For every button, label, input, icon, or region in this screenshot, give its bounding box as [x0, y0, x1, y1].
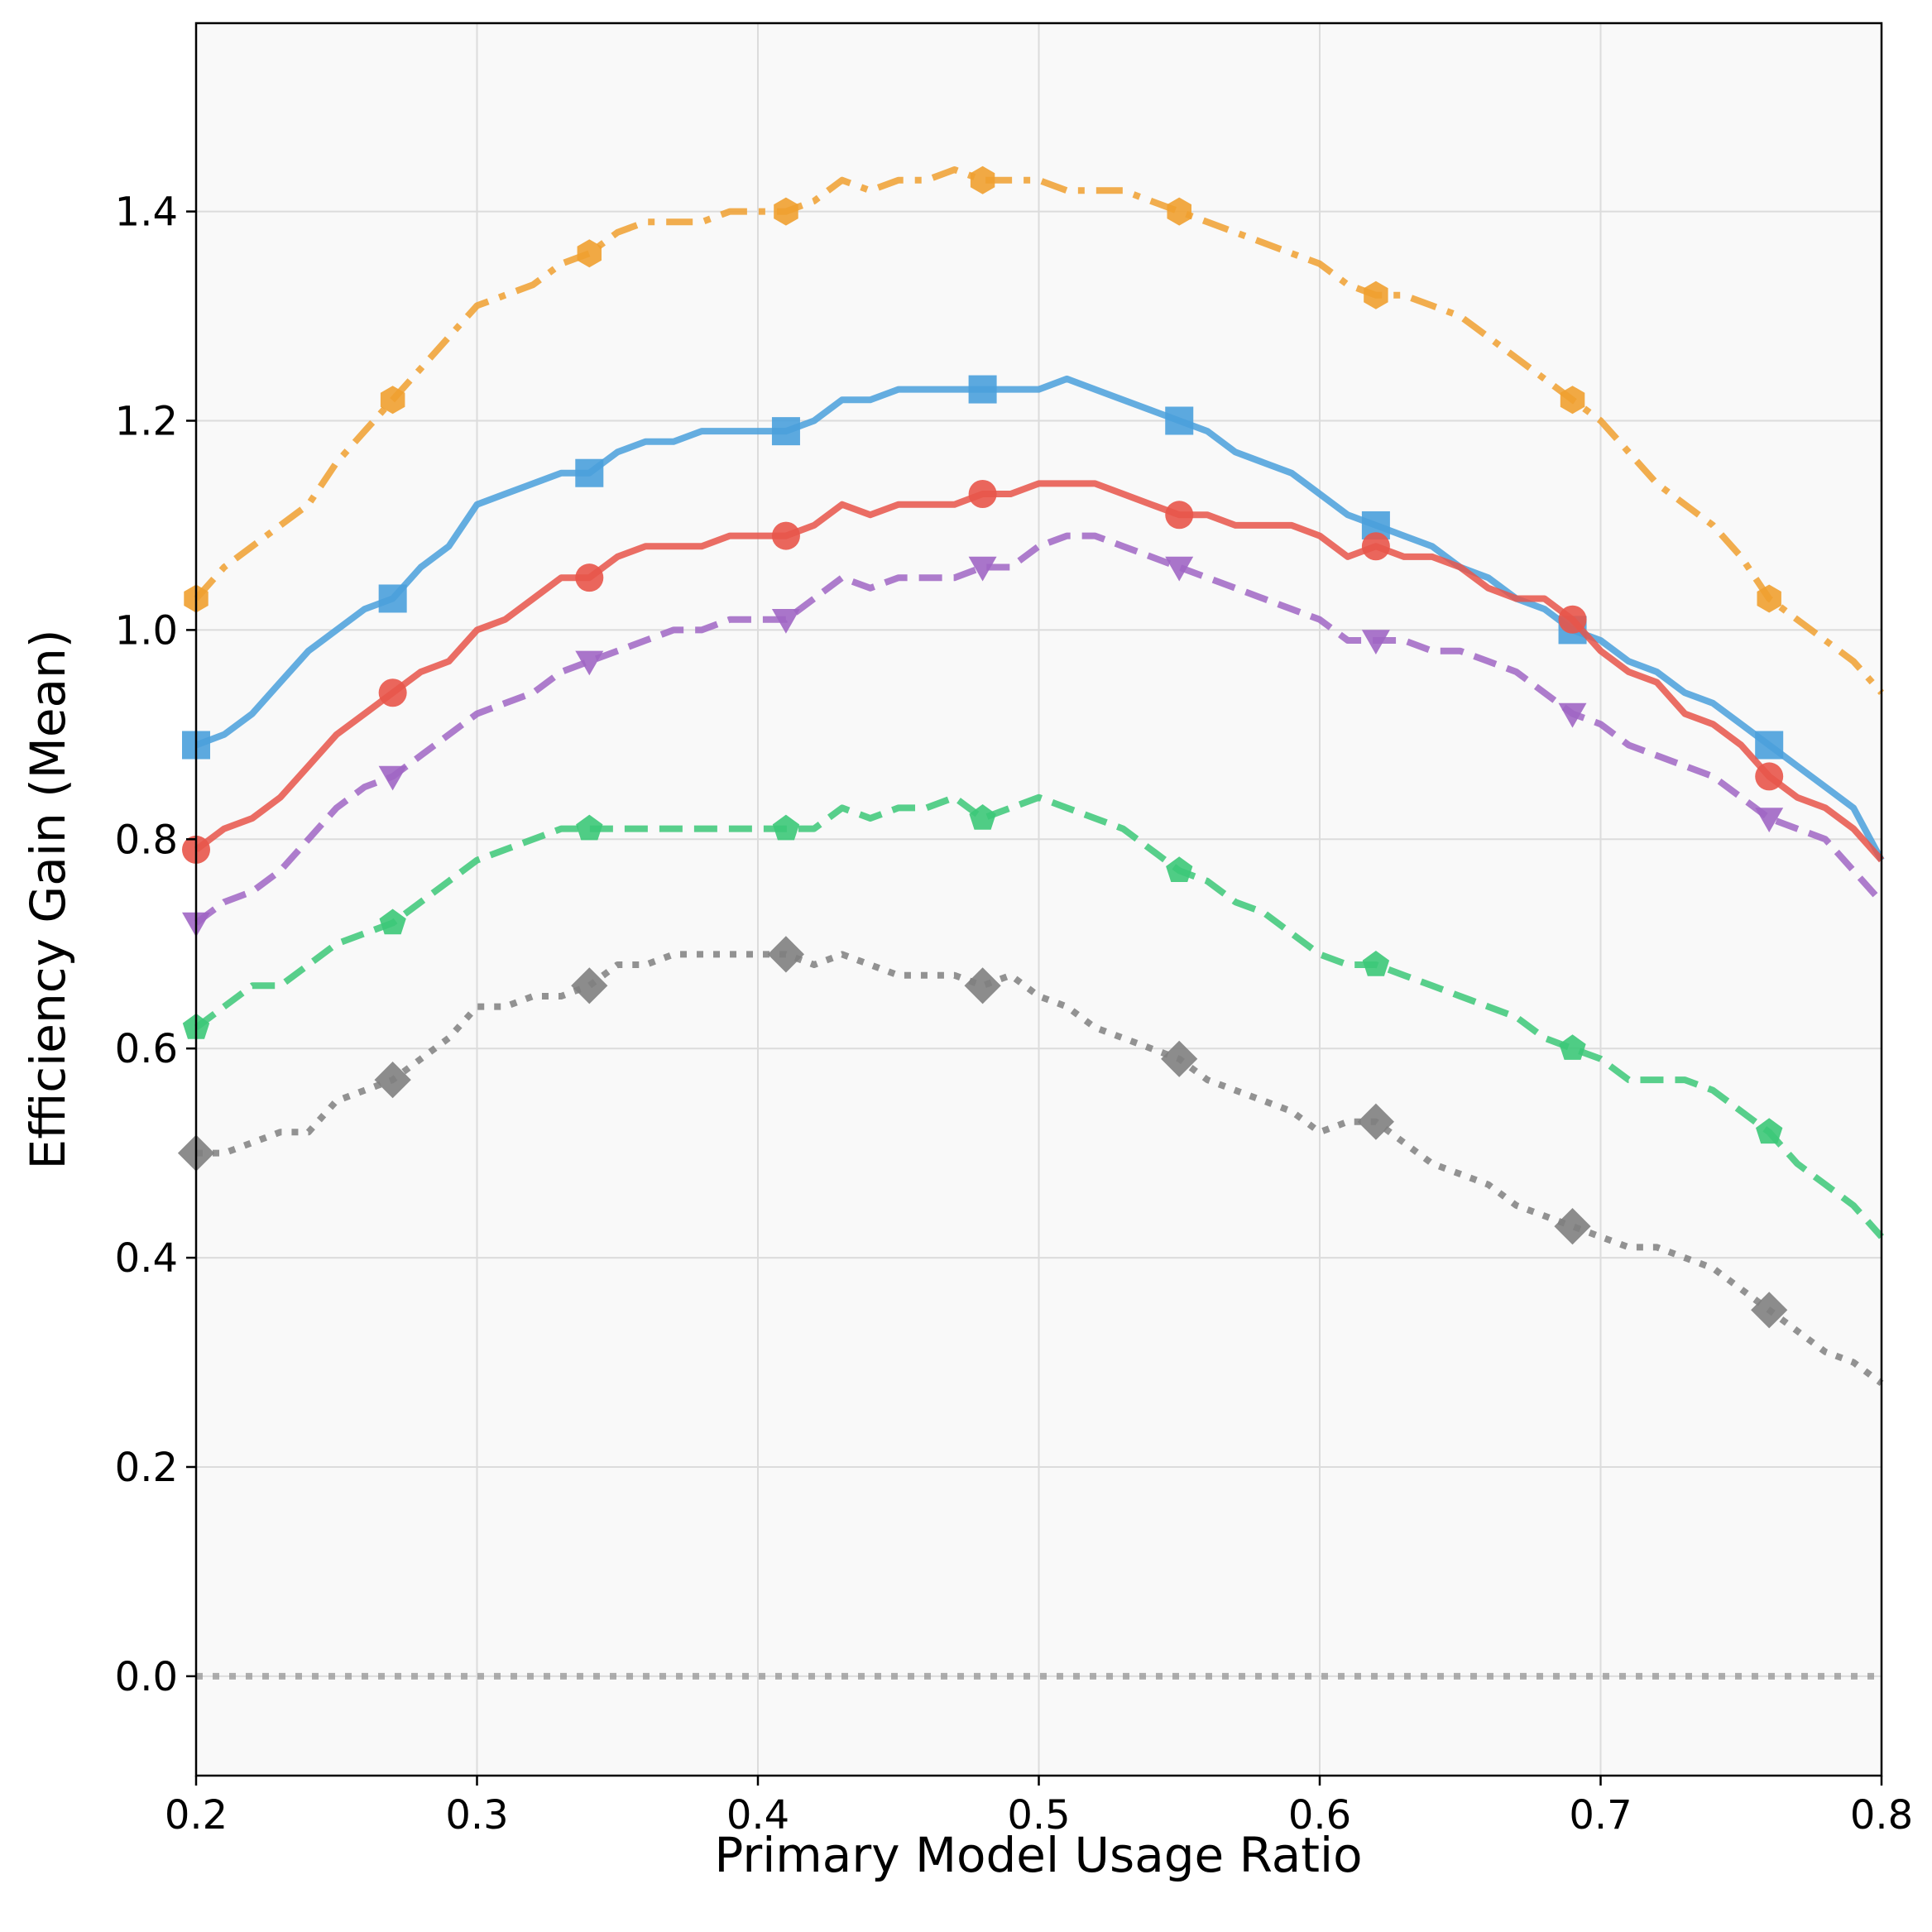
data-point-green-dashed — [1362, 951, 1390, 976]
y-tick-label: 1.2 — [115, 399, 178, 445]
data-point-gray-dotted — [1357, 1103, 1394, 1140]
data-point-orange-dashdot — [1757, 584, 1781, 613]
y-tick-label: 0.4 — [115, 1235, 178, 1282]
x-tick-label: 0.4 — [726, 1792, 789, 1839]
data-point-purple-dashed — [1755, 808, 1784, 832]
data-point-orange-dashdot — [1364, 280, 1388, 309]
y-tick-label: 1.0 — [115, 607, 178, 654]
data-point-gray-dotted — [1161, 1040, 1198, 1077]
data-point-green-dashed — [1756, 1118, 1783, 1144]
data-point-red-solid — [771, 521, 800, 550]
x-tick-label: 0.3 — [445, 1792, 508, 1839]
data-point-green-dashed — [1166, 856, 1193, 882]
data-point-green-dashed — [379, 908, 406, 935]
series-purple-dashed — [182, 532, 1884, 937]
data-point-red-solid — [378, 678, 407, 707]
data-point-gray-dotted — [1554, 1208, 1591, 1245]
data-point-gray-dotted — [571, 967, 608, 1004]
data-point-orange-dashdot — [1560, 386, 1585, 415]
data-point-red-solid — [1558, 605, 1587, 634]
data-point-purple-dashed — [575, 650, 604, 676]
data-point-blue-solid — [575, 458, 604, 487]
data-point-gray-dotted — [1751, 1292, 1788, 1329]
data-point-purple-dashed — [1361, 630, 1390, 654]
data-point-orange-dashdot — [1167, 197, 1191, 226]
data-point-purple-dashed — [1165, 556, 1194, 582]
series-line-orange-dashdot — [194, 166, 1884, 695]
data-point-red-solid — [1361, 532, 1390, 561]
data-point-purple-dashed — [378, 765, 407, 791]
data-point-red-solid — [1755, 762, 1784, 791]
x-tick-label: 0.6 — [1288, 1792, 1351, 1839]
y-axis: 0.0 0.2 0.4 0.6 0.8 1.0 1.2 1.4 — [115, 189, 196, 1700]
data-point-gray-dotted — [964, 967, 1001, 1004]
series-red-solid — [182, 480, 1884, 864]
data-point-red-solid — [968, 480, 997, 509]
data-point-orange-dashdot — [970, 165, 995, 194]
data-point-green-dashed — [576, 814, 603, 841]
x-axis-label: Primary Model Usage Ratio — [714, 1827, 1362, 1883]
data-point-orange-dashdot — [577, 239, 602, 268]
y-tick-label: 0.8 — [115, 817, 178, 863]
series-line-red-solid — [194, 480, 1884, 863]
series-layer — [177, 165, 1885, 1387]
x-tick-label: 0.8 — [1850, 1792, 1913, 1839]
data-point-purple-dashed — [968, 556, 997, 582]
series-gray-dotted — [177, 936, 1884, 1387]
data-point-blue-solid — [1755, 731, 1784, 760]
y-tick-label: 0.0 — [115, 1654, 178, 1700]
data-point-red-solid — [1165, 501, 1194, 530]
data-point-gray-dotted — [374, 1062, 411, 1099]
x-tick-label: 0.5 — [1007, 1792, 1070, 1839]
data-point-green-dashed — [1559, 1034, 1586, 1060]
x-axis: 0.2 0.3 0.4 0.5 0.6 0.7 0.8 — [165, 1776, 1913, 1839]
x-tick-label: 0.2 — [165, 1792, 228, 1839]
data-point-green-dashed — [772, 814, 800, 841]
data-point-purple-dashed — [1558, 702, 1587, 728]
series-green-dashed — [182, 793, 1884, 1239]
data-point-orange-dashdot — [774, 197, 798, 226]
data-point-gray-dotted — [767, 936, 804, 973]
x-tick-label: 0.7 — [1569, 1792, 1632, 1839]
series-line-purple-dashed — [194, 532, 1884, 926]
y-tick-label: 0.6 — [115, 1026, 178, 1072]
data-point-blue-solid — [771, 417, 800, 446]
y-axis-label: Efficiency Gain (Mean) — [20, 630, 76, 1170]
data-point-red-solid — [575, 563, 604, 592]
data-point-blue-solid — [968, 375, 997, 404]
data-point-orange-dashdot — [380, 386, 405, 415]
data-point-purple-dashed — [771, 609, 800, 634]
series-line-green-dashed — [194, 793, 1884, 1239]
data-point-green-dashed — [969, 804, 996, 830]
series-line-blue-solid — [194, 375, 1885, 862]
data-point-blue-solid — [378, 584, 407, 613]
y-tick-label: 1.4 — [115, 189, 178, 236]
y-tick-label: 0.2 — [115, 1445, 178, 1491]
data-point-blue-solid — [1165, 406, 1194, 435]
